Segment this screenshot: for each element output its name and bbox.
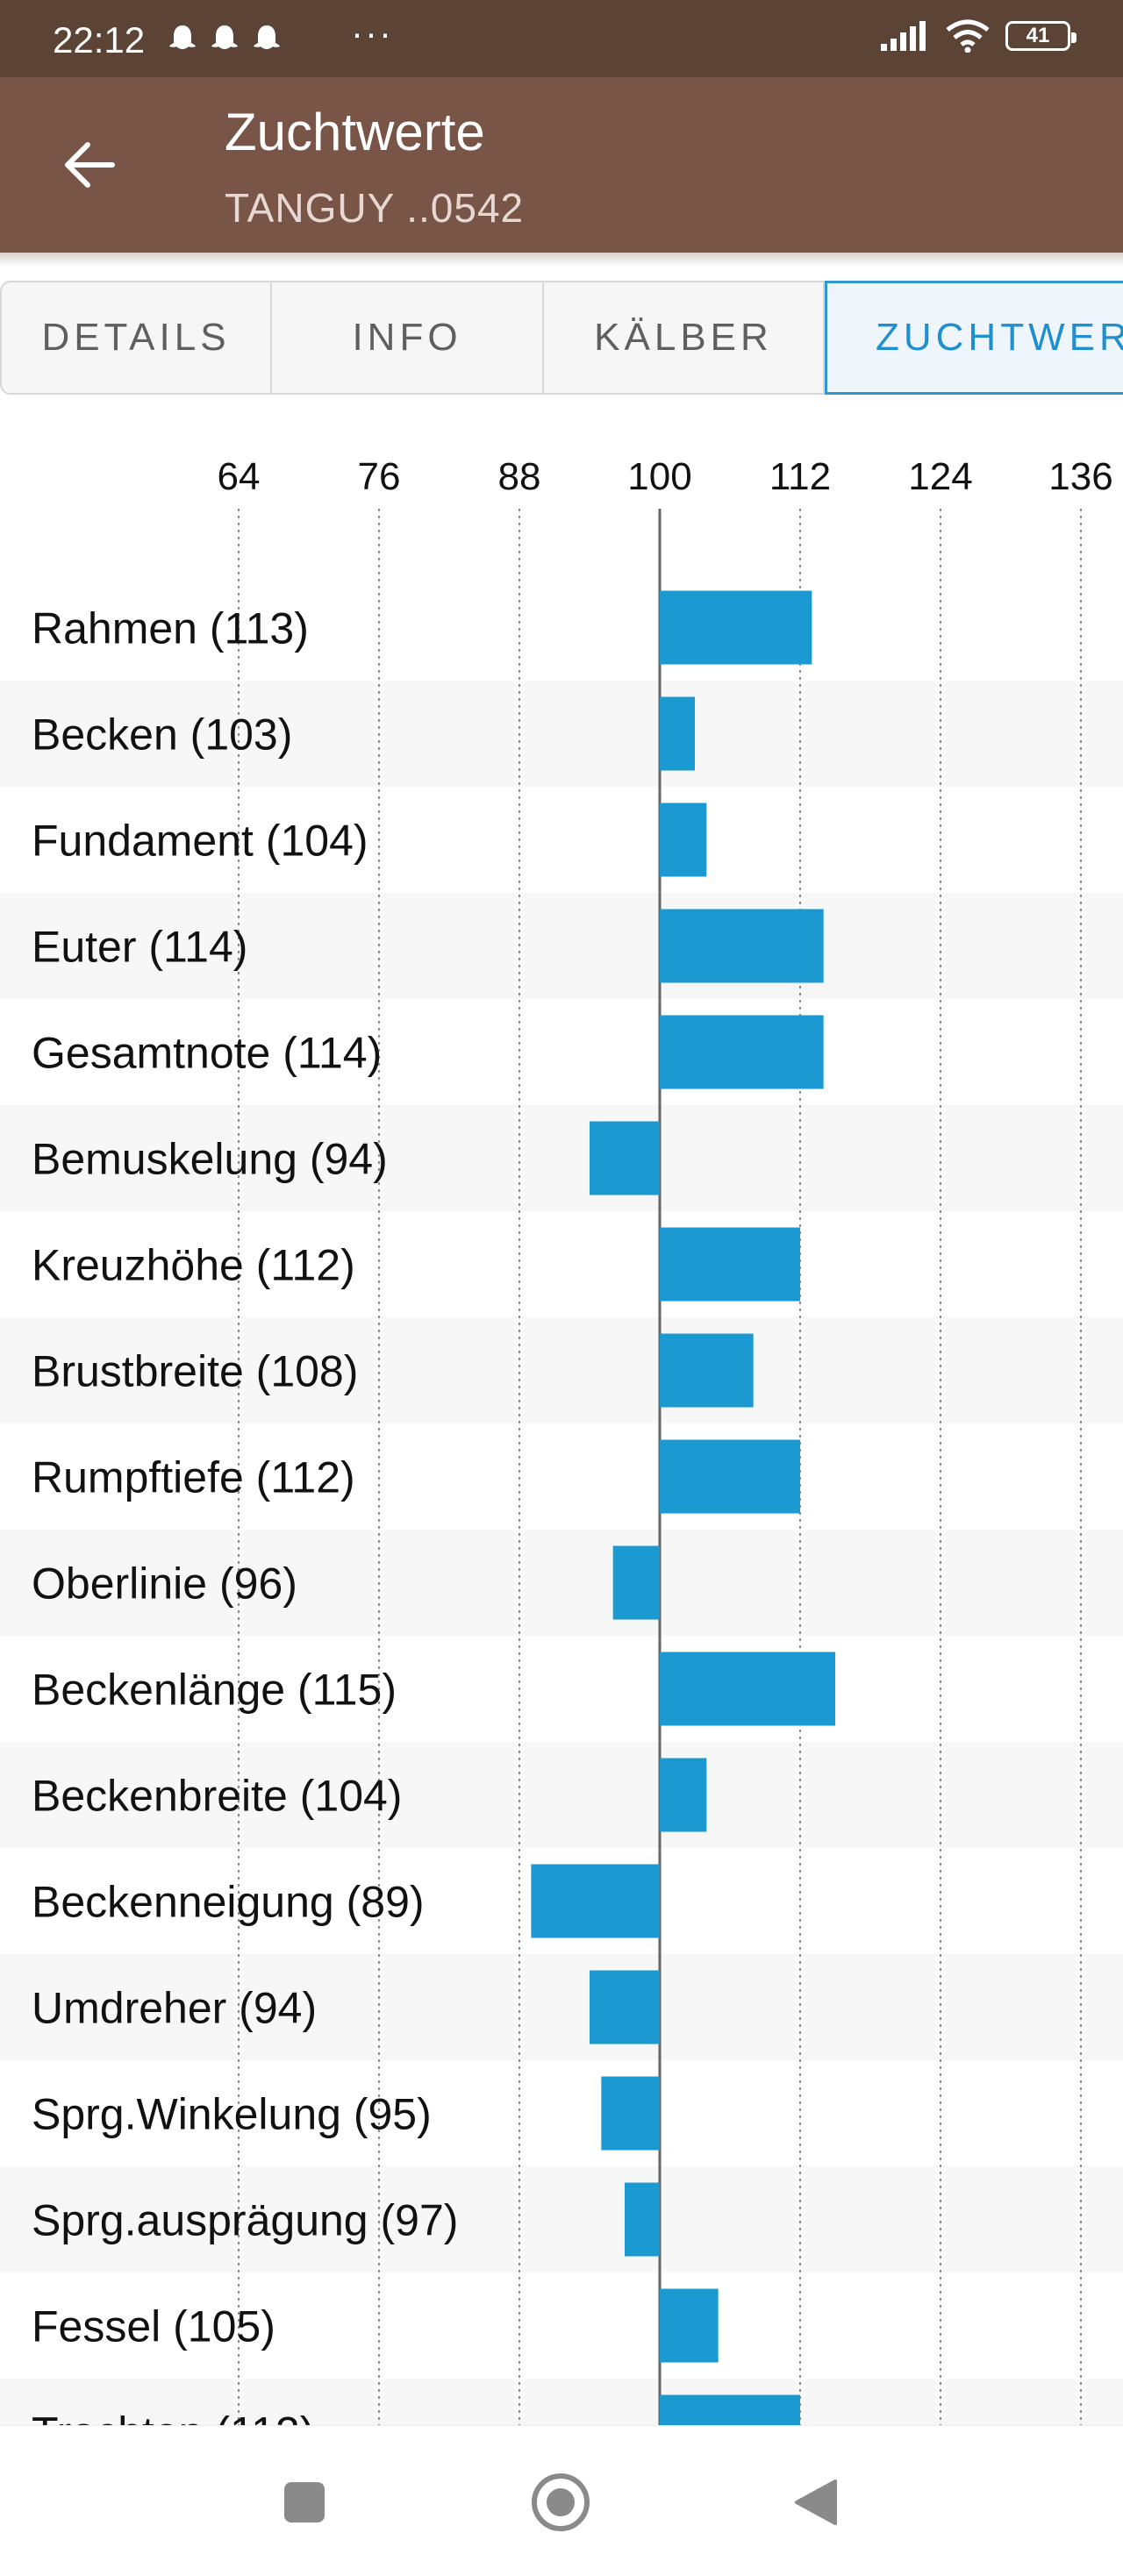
nav-back-button[interactable]	[785, 2472, 847, 2533]
category-label: Fundament (104)	[32, 817, 368, 866]
category-label: Euter (114)	[32, 923, 247, 972]
value-bar	[660, 590, 812, 665]
recents-square-icon	[284, 2482, 325, 2522]
value-bar	[660, 1333, 754, 1408]
category-label: Beckenlänge (115)	[32, 1666, 397, 1715]
back-button[interactable]	[54, 130, 125, 200]
category-label: Fessel (105)	[32, 2302, 275, 2351]
tab-bar: DETAILS INFO KÄLBER ZUCHTWERTE	[0, 281, 1123, 395]
page-subtitle: TANGUY ..0542	[225, 185, 525, 231]
status-bar: 22:12 ··· 41	[0, 0, 1123, 77]
value-bar	[531, 1864, 660, 1938]
tab-details[interactable]: DETAILS	[0, 281, 272, 395]
arrow-left-icon	[65, 142, 115, 188]
tab-kaelber[interactable]: KÄLBER	[544, 281, 825, 395]
signal-icon	[881, 21, 926, 51]
row-background	[0, 574, 1123, 681]
category-label: Sprg.ausprägung (97)	[32, 2196, 458, 2245]
category-label: Gesamtnote (114)	[32, 1029, 382, 1078]
value-bar	[612, 1545, 660, 1620]
battery-icon: 41	[1005, 21, 1077, 51]
category-label: Beckenneigung (89)	[32, 1878, 425, 1927]
tab-zuchtwerte[interactable]: ZUCHTWERTE	[825, 281, 1123, 395]
row-background	[0, 1105, 1123, 1211]
ghost-icon	[254, 25, 280, 49]
value-bar	[660, 1439, 800, 1514]
ghost-icon	[169, 25, 196, 49]
app-bar-shadow	[0, 253, 1123, 267]
value-bar	[660, 1652, 835, 1726]
value-bar	[590, 1970, 660, 2044]
row-background	[0, 2273, 1123, 2379]
more-notifications-icon: ···	[351, 12, 393, 54]
x-tick-label: 100	[627, 455, 691, 498]
value-bar	[660, 696, 695, 771]
row-background	[0, 893, 1123, 999]
x-tick-label: 64	[218, 455, 261, 498]
row-background	[0, 1636, 1123, 1742]
row-background	[0, 1211, 1123, 1317]
ghost-icon	[211, 25, 238, 49]
status-right: 41	[881, 19, 1077, 53]
home-circle-icon	[532, 2473, 590, 2531]
value-bar	[660, 909, 824, 983]
x-tick-label: 136	[1048, 455, 1112, 498]
row-background	[0, 999, 1123, 1105]
page-title: Zuchtwerte	[225, 103, 485, 161]
value-bar	[590, 1121, 660, 1195]
category-label: Sprg.Winkelung (95)	[32, 2090, 432, 2139]
wifi-icon	[946, 19, 990, 53]
value-bar	[660, 1758, 707, 1832]
x-tick-label: 124	[908, 455, 972, 498]
row-background	[0, 1424, 1123, 1530]
row-background	[0, 1317, 1123, 1424]
system-nav-bar	[0, 2425, 1123, 2576]
app-bar: Zuchtwerte TANGUY ..0542	[0, 77, 1123, 253]
category-label: Beckenbreite (104)	[32, 1772, 402, 1821]
home-button[interactable]	[530, 2472, 591, 2533]
category-label: Trachten (112)	[32, 2408, 314, 2426]
row-background	[0, 1954, 1123, 2060]
row-background	[0, 2166, 1123, 2273]
value-bar	[601, 2076, 660, 2151]
status-time: 22:12	[53, 19, 146, 61]
notification-icons	[167, 23, 283, 54]
value-bar	[660, 1015, 824, 1089]
value-bar	[660, 2288, 719, 2363]
back-triangle-icon	[795, 2480, 837, 2525]
category-label: Brustbreite (108)	[32, 1347, 358, 1396]
breeding-values-chart: 64 76 88 100 112 124 136 Rahmen (113) Becken (10…	[0, 395, 1123, 2425]
value-bar	[660, 803, 707, 877]
row-background	[0, 2060, 1123, 2166]
recents-button[interactable]	[274, 2472, 335, 2533]
category-label: Kreuzhöhe (112)	[32, 1241, 355, 1290]
category-label: Bemuskelung (94)	[32, 1135, 388, 1184]
row-background	[0, 787, 1123, 893]
row-background	[0, 1530, 1123, 1636]
value-bar	[625, 2182, 660, 2257]
category-label: Umdreher (94)	[32, 1984, 317, 2033]
tab-info[interactable]: INFO	[272, 281, 544, 395]
row-background	[0, 1742, 1123, 1848]
category-label: Becken (103)	[32, 710, 292, 760]
row-background	[0, 2379, 1123, 2425]
x-tick-label: 88	[498, 455, 541, 498]
category-label: Rahmen (113)	[32, 604, 309, 653]
category-label: Oberlinie (96)	[32, 1559, 297, 1609]
category-label: Rumpftiefe (112)	[32, 1453, 355, 1502]
chart-svg: 64 76 88 100 112 124 136 Rahmen (113) Becken (10…	[0, 455, 1123, 2426]
x-tick-label: 112	[769, 455, 831, 498]
x-tick-label: 76	[358, 455, 401, 498]
value-bar	[660, 2394, 800, 2425]
row-background	[0, 681, 1123, 787]
value-bar	[660, 1227, 800, 1302]
